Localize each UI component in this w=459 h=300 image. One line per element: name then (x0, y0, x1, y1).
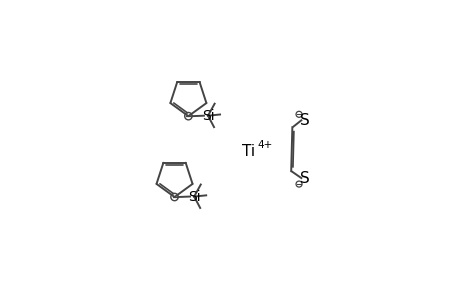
Text: Si: Si (187, 190, 200, 203)
Text: Si: Si (202, 109, 214, 123)
Text: 4+: 4+ (257, 140, 272, 150)
Text: Ti: Ti (241, 144, 254, 159)
Text: S: S (300, 113, 309, 128)
Text: S: S (300, 171, 309, 186)
